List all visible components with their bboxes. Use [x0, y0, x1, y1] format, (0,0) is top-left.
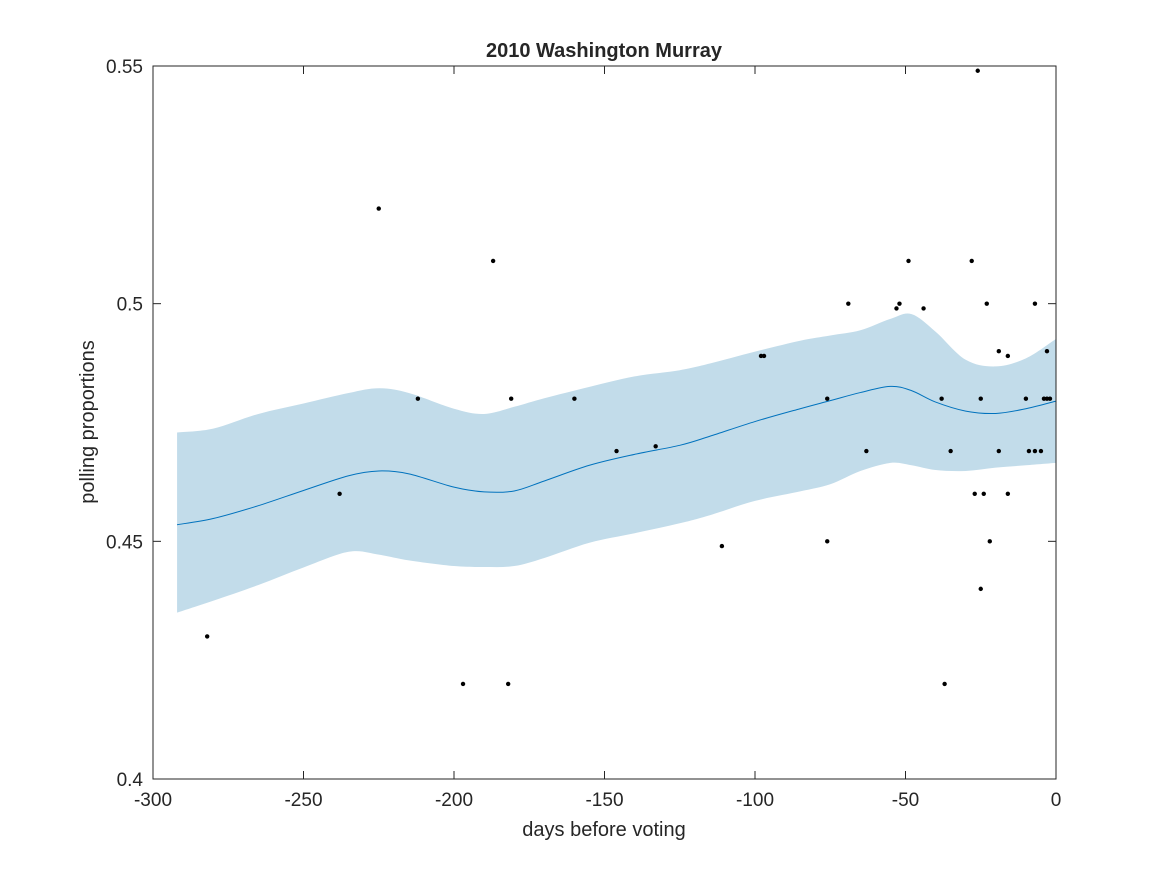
data-point: [719, 543, 725, 549]
data-point: [939, 396, 944, 401]
data-point: [1044, 349, 1050, 354]
data-point: [846, 301, 851, 306]
x-tick-label: -150: [585, 790, 623, 811]
x-tick-label: -300: [134, 790, 172, 811]
x-axis-ticks: -300 -250 -200 -150 -100 -50 0: [134, 66, 1061, 811]
data-point: [972, 491, 977, 496]
data-point: [761, 353, 767, 359]
data-point: [942, 681, 947, 687]
data-point: [969, 258, 974, 264]
trend-line-layer: [176, 385, 1057, 526]
y-tick-label: 0.55: [106, 57, 143, 78]
data-point: [921, 306, 926, 311]
confidence-band-layer: [177, 313, 1056, 613]
data-point: [996, 448, 1002, 454]
data-point: [1038, 448, 1044, 454]
y-tick-label: 0.45: [106, 532, 143, 553]
data-point: [978, 586, 983, 592]
data-point: [897, 301, 902, 306]
data-point: [984, 301, 989, 306]
data-point: [572, 396, 577, 401]
data-point: [981, 491, 986, 496]
data-point: [490, 258, 496, 264]
data-point: [1032, 301, 1038, 306]
data-point: [996, 349, 1002, 354]
x-tick-label: 0: [1051, 790, 1062, 811]
data-point: [906, 258, 911, 264]
data-point: [505, 681, 511, 687]
data-point: [1047, 396, 1053, 401]
data-point: [975, 68, 980, 73]
x-tick-label: -100: [736, 790, 774, 811]
data-point: [1026, 448, 1032, 454]
data-point: [653, 444, 658, 449]
x-axis-label: days before voting: [522, 819, 685, 841]
data-point: [758, 353, 764, 359]
data-point: [614, 448, 619, 454]
data-point: [1032, 448, 1038, 454]
data-point: [1005, 491, 1011, 496]
data-point: [460, 681, 466, 687]
y-tick-label: 0.5: [117, 295, 143, 316]
data-point: [1005, 353, 1011, 359]
chart-title: 2010 Washington Murray: [486, 40, 723, 62]
data-point: [894, 306, 899, 311]
data-point: [1023, 396, 1029, 401]
y-tick-label: 0.4: [117, 770, 144, 791]
x-tick-label: -200: [435, 790, 473, 811]
data-point: [337, 491, 342, 496]
data-point: [204, 634, 210, 639]
data-point: [987, 539, 992, 544]
y-axis-ticks: 0.4 0.45 0.5 0.55: [106, 57, 1056, 791]
scatter-points-layer: [204, 68, 1053, 687]
data-point: [376, 206, 381, 211]
x-tick-label: -50: [892, 790, 919, 811]
data-point: [415, 396, 421, 401]
data-point: [978, 396, 983, 401]
data-point: [1041, 396, 1047, 401]
x-tick-label: -250: [284, 790, 322, 811]
data-point: [825, 539, 830, 544]
data-point: [864, 448, 869, 454]
data-point: [508, 396, 514, 401]
y-axis-label: polling proportions: [77, 340, 99, 503]
confidence-band: [177, 313, 1056, 613]
data-point: [825, 396, 830, 401]
trend-line: [176, 385, 1057, 526]
data-point: [1044, 396, 1050, 401]
data-point: [948, 448, 953, 454]
